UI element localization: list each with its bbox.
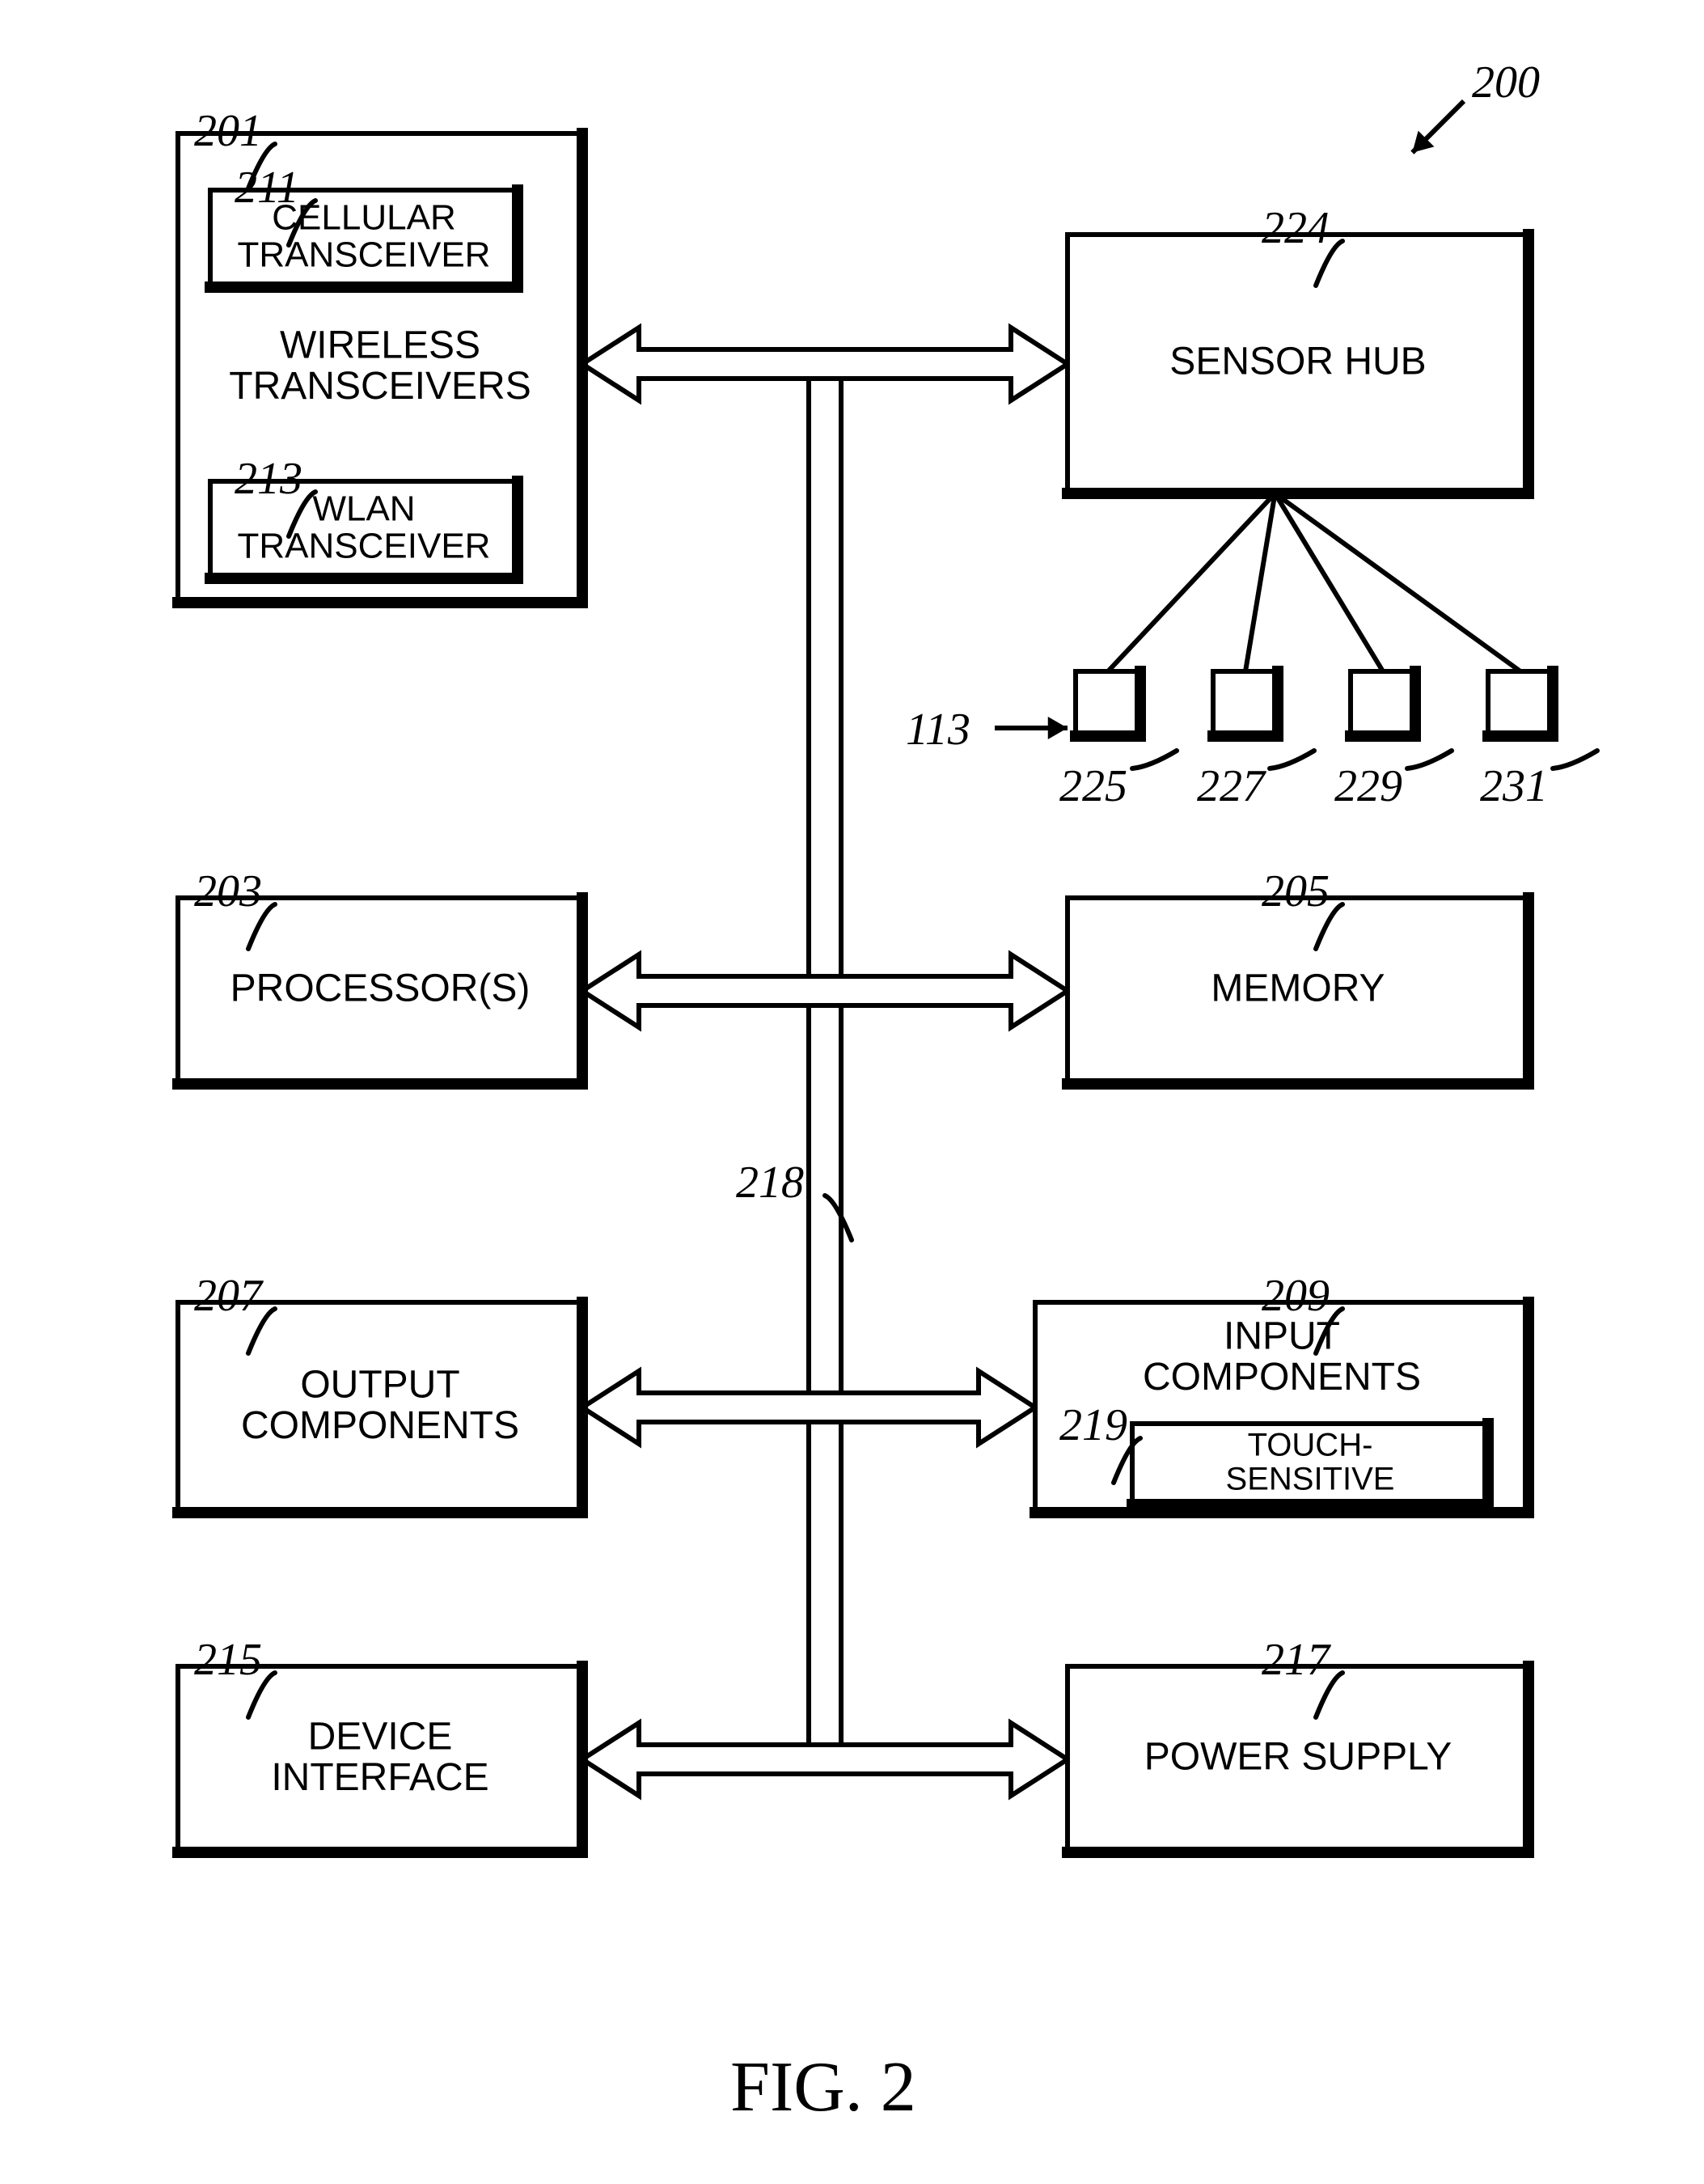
ref-r219: 219 — [1059, 1399, 1127, 1451]
svg-text:OUTPUT: OUTPUT — [300, 1363, 459, 1406]
ref-r215: 215 — [194, 1634, 262, 1686]
ref-r225: 225 — [1059, 760, 1127, 812]
svg-text:POWER SUPPLY: POWER SUPPLY — [1144, 1736, 1452, 1779]
ref-r224: 224 — [1262, 202, 1330, 254]
ref-r217: 217 — [1262, 1634, 1330, 1686]
ref-r113: 113 — [906, 704, 970, 756]
ref-r209: 209 — [1262, 1270, 1330, 1322]
svg-text:DEVICE: DEVICE — [308, 1715, 453, 1758]
figure-caption: FIG. 2 — [730, 2046, 916, 2128]
svg-text:TRANSCEIVER: TRANSCEIVER — [238, 235, 491, 275]
ref-r229: 229 — [1334, 760, 1402, 812]
ref-r205: 205 — [1262, 866, 1330, 917]
svg-text:WIRELESS: WIRELESS — [280, 324, 480, 366]
svg-text:INTERFACE: INTERFACE — [271, 1756, 488, 1799]
svg-text:MEMORY: MEMORY — [1211, 967, 1385, 1010]
ref-r200: 200 — [1472, 57, 1540, 108]
svg-text:PROCESSOR(S): PROCESSOR(S) — [230, 967, 531, 1010]
svg-text:SENSITIVE: SENSITIVE — [1226, 1462, 1395, 1497]
ref-r207: 207 — [194, 1270, 262, 1322]
svg-text:COMPONENTS: COMPONENTS — [241, 1404, 519, 1447]
ref-r227: 227 — [1197, 760, 1265, 812]
diagram-svg: WIRELESSTRANSCEIVERSCELLULARTRANSCEIVERW… — [0, 0, 1704, 2184]
diagram-stage: WIRELESSTRANSCEIVERSCELLULARTRANSCEIVERW… — [0, 0, 1704, 2184]
ref-r203: 203 — [194, 866, 262, 917]
ref-r213: 213 — [235, 453, 302, 505]
ref-r201: 201 — [194, 105, 262, 157]
svg-text:SENSOR HUB: SENSOR HUB — [1169, 341, 1426, 383]
ref-r231: 231 — [1480, 760, 1548, 812]
svg-text:WLAN: WLAN — [312, 489, 415, 529]
svg-text:COMPONENTS: COMPONENTS — [1143, 1356, 1421, 1399]
ref-r218: 218 — [736, 1157, 804, 1208]
svg-text:TRANSCEIVERS: TRANSCEIVERS — [229, 365, 531, 408]
svg-text:TOUCH-: TOUCH- — [1248, 1428, 1373, 1463]
ref-r211: 211 — [235, 162, 299, 214]
svg-text:TRANSCEIVER: TRANSCEIVER — [238, 527, 491, 566]
